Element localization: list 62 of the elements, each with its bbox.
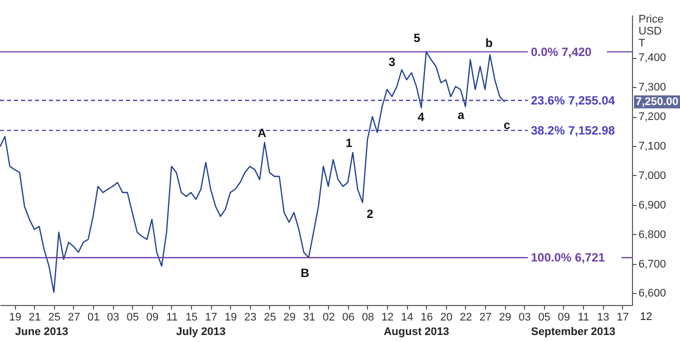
ref-line-label: 23.6% 7,255.04 [530,93,616,108]
x-tick-label: 13 [596,312,610,324]
x-tick-label: 15 [185,312,198,324]
x-tick-label: 31 [303,312,316,324]
x-tick-label: 06 [342,312,354,324]
annotation: c [504,118,511,132]
x-tick-label: 27 [479,312,492,324]
annotation: B [300,266,310,280]
x-tick-label: 03 [107,312,120,324]
x-tick-label: 27 [68,312,80,324]
y-tick-label: 6,700 [638,258,666,270]
x-tick-label: 20 [440,312,452,324]
y-tick-label: 7,100 [638,140,666,153]
y-tick-label: 7,200 [638,111,666,124]
x-tick-label: 22 [460,312,472,324]
y-tick-label: 7,300 [638,82,666,94]
annotation: 5 [414,31,421,45]
annotation: b [485,36,493,50]
ref-line-label: 38.2% 7,152.98 [530,123,616,138]
x-tick-label: 29 [283,312,296,324]
x-tick-label: 23 [244,312,256,324]
x-tick-label: 11 [578,312,590,324]
x-tick-label: 11 [166,312,178,324]
x-tick-label: 17 [205,312,218,324]
x-tick-label: 05 [538,312,550,324]
text: July 2013 [176,326,226,338]
annotation: 2 [366,207,374,221]
x-tick-label: 08 [362,312,374,324]
annotation: A [258,126,267,140]
y-tick-label: 6,600 [638,288,666,300]
x-tick-label: 19 [9,312,22,324]
text: 7,250.00 [636,96,678,108]
x-tick-label: 12 [381,312,394,324]
x-tick-label: 29 [498,312,512,324]
y-tick-label: 7,000 [638,170,666,182]
text: September 2013 [531,326,616,338]
annotation: 3 [388,55,396,69]
ref-line-label: 100.0% 6,721 [530,250,606,265]
x-tick-label: 05 [126,312,139,324]
annotation: a [458,108,465,122]
text: August 2013 [384,326,450,338]
x-tick-label: 03 [518,312,531,324]
x-tick-label: 25 [48,312,61,324]
y-tick-label: 6,800 [638,228,666,241]
x-tick-label: 09 [558,312,570,324]
line-series [0,51,506,293]
x-tick-label: 21 [28,312,41,324]
x-tick-label: 19 [224,312,237,324]
x-tick-label: 02 [322,312,335,324]
annotation: 1 [346,136,353,150]
x-tick-label: 09 [146,312,158,324]
x-tick-label: 25 [264,312,276,324]
x-tick-label: 16 [420,312,433,324]
y-tick-label: 6,900 [638,199,666,212]
y-tick-label: 7,400 [638,52,666,64]
text: June 2013 [15,326,68,338]
x-tick-label: 14 [401,312,414,324]
x-tick-label: 01 [87,312,100,324]
ref-line-label: 0.0% 7,420 [530,44,592,59]
x-tick-label: 17 [616,312,629,324]
y-axis-title: Price USD T [638,14,664,50]
annotation: 4 [418,110,425,124]
